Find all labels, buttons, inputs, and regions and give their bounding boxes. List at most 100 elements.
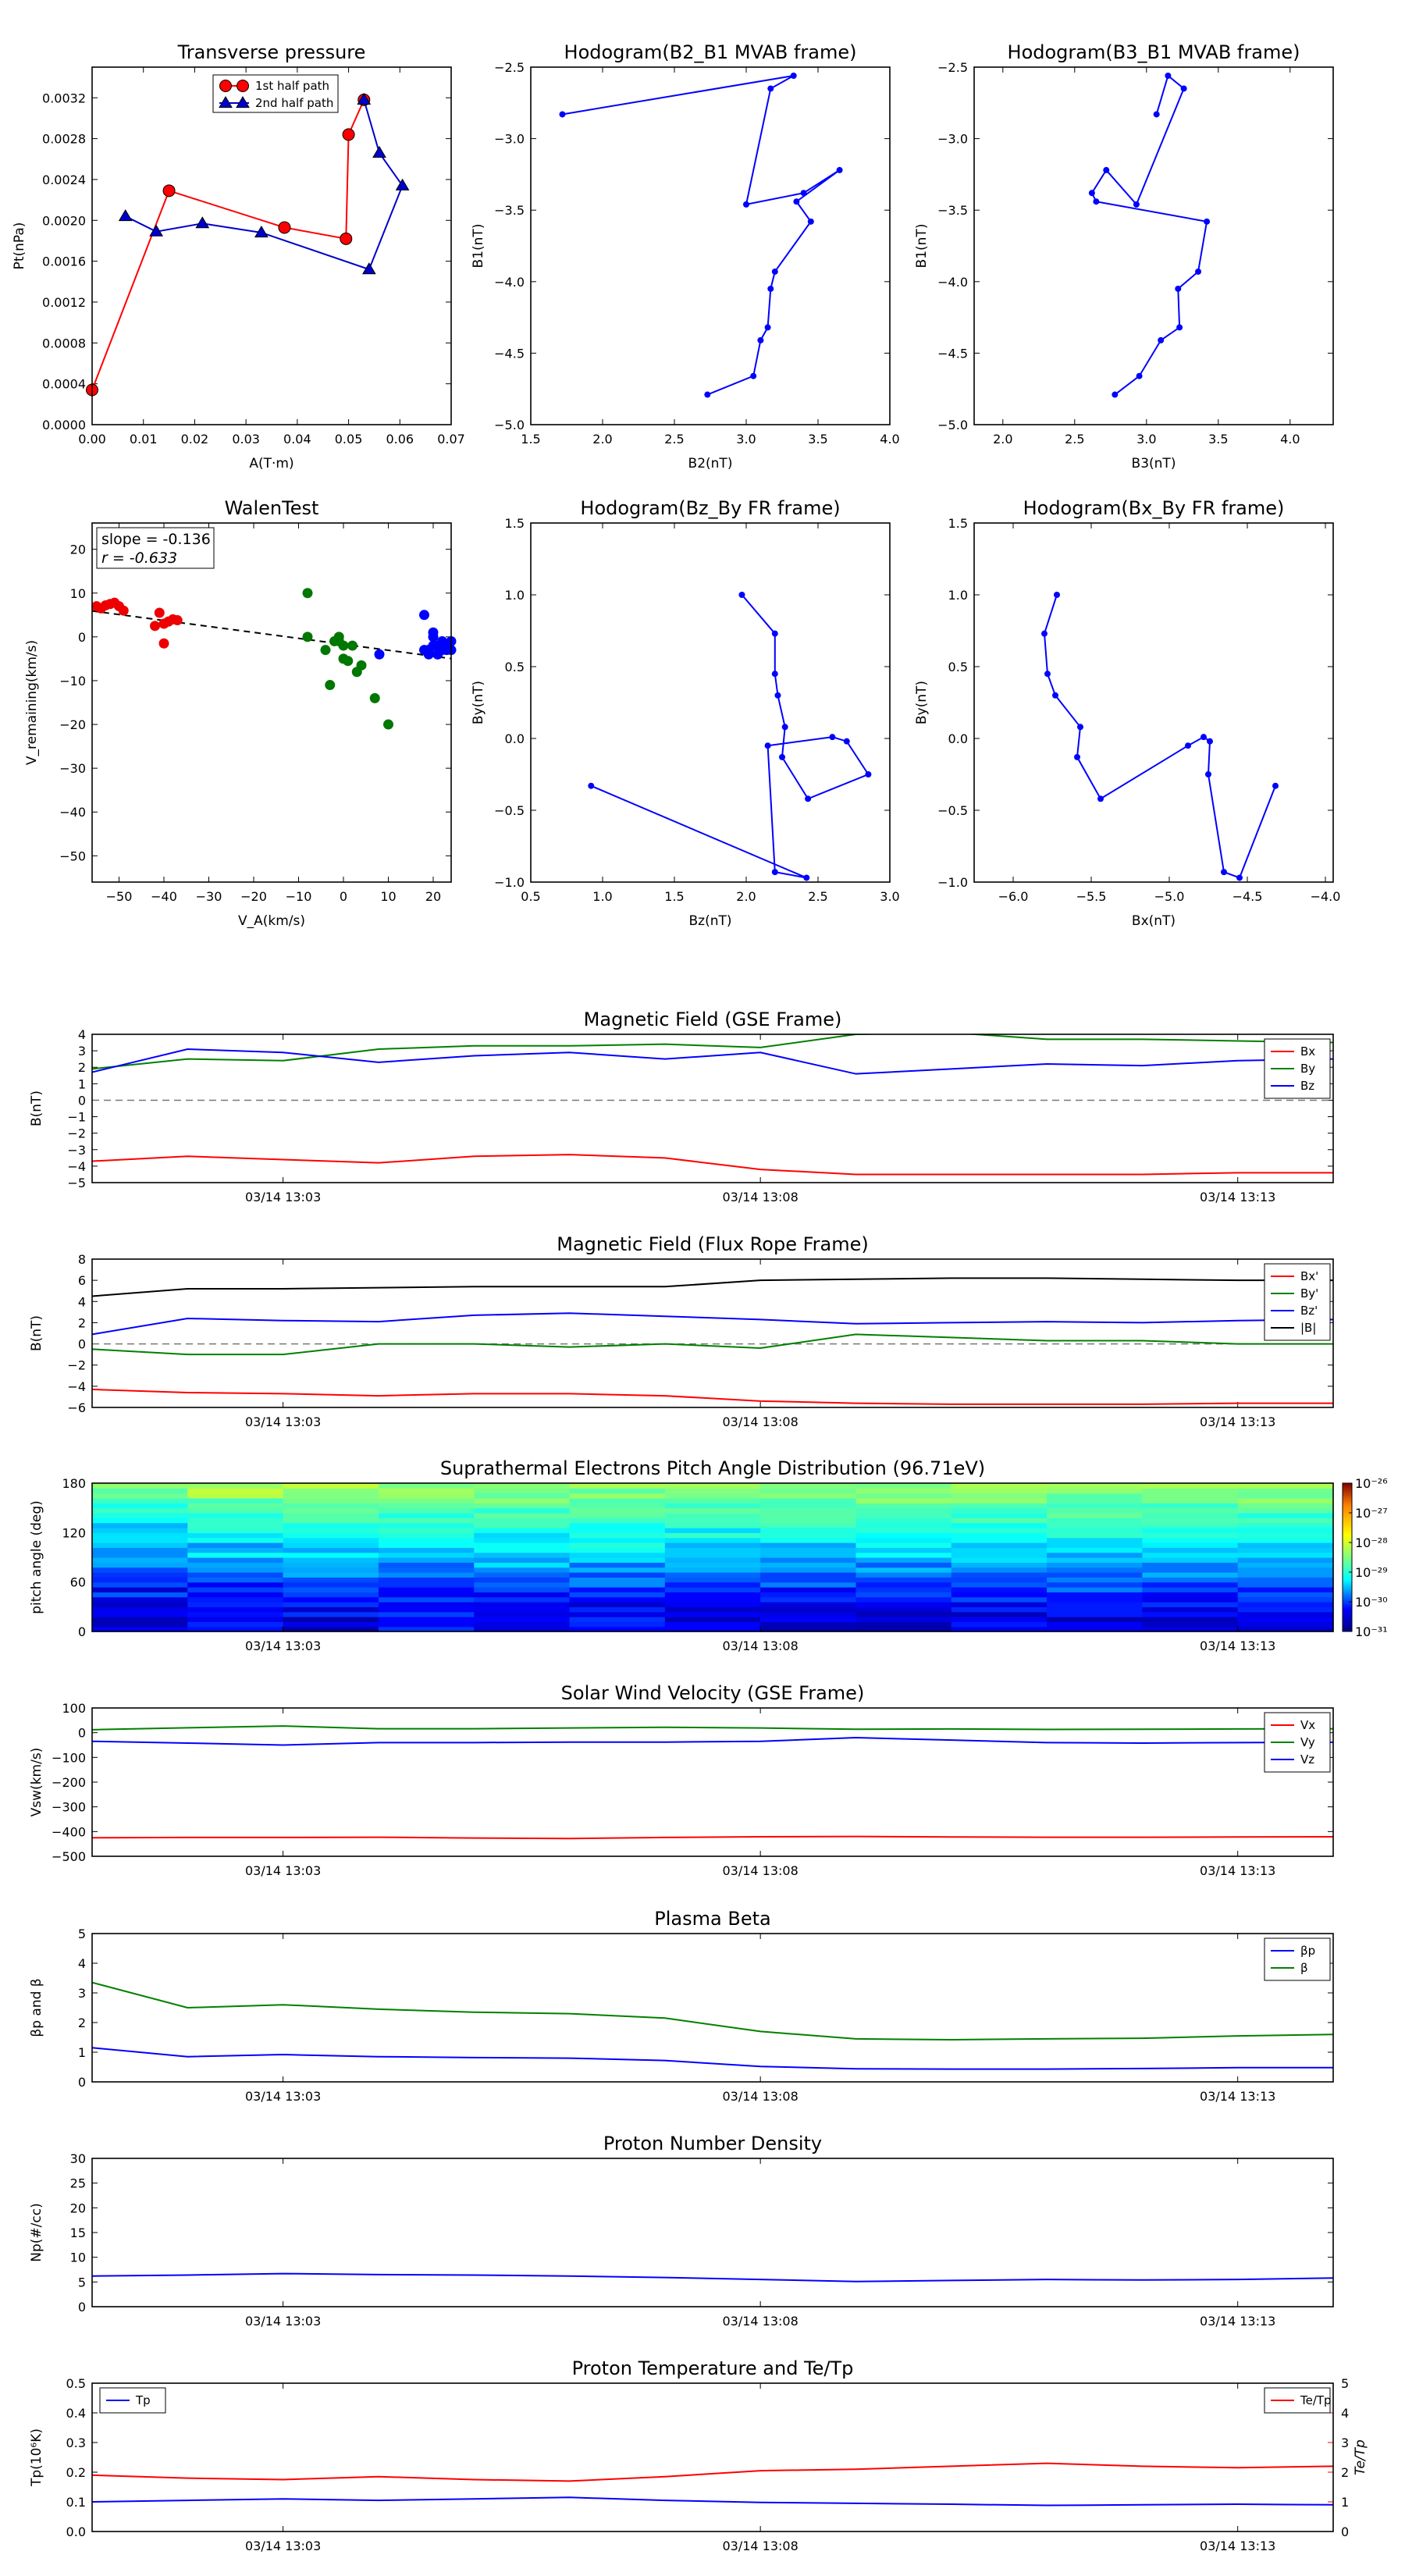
heatmap-cell xyxy=(1142,1572,1239,1578)
y-tick-label: −3.0 xyxy=(937,132,968,147)
heatmap-cell xyxy=(283,1498,379,1503)
x-axis-label: B3(nT) xyxy=(1132,456,1176,471)
heatmap-cell xyxy=(569,1567,666,1573)
y2-tick-label: 0 xyxy=(1341,2524,1349,2539)
heatmap-cell xyxy=(1237,1547,1334,1553)
heatmap-cell xyxy=(187,1532,284,1539)
y-tick-label: 0 xyxy=(78,2075,86,2090)
heatmap-cell xyxy=(951,1587,1048,1592)
legend-label: Bx' xyxy=(1300,1269,1318,1283)
x-tick-label: 2.5 xyxy=(808,889,827,904)
data-point xyxy=(829,734,836,741)
heatmap-cell xyxy=(569,1596,666,1603)
heatmap-cell xyxy=(855,1587,952,1592)
data-point xyxy=(302,588,313,599)
data-point xyxy=(118,605,129,616)
heatmap-cell xyxy=(569,1517,666,1524)
walen-test-chart: WalenTest −50 −40 −30 −20 −10 0 10 20 −50 −40 −30 −2… xyxy=(24,497,457,929)
heatmap-cell xyxy=(664,1547,761,1553)
heatmap-cell xyxy=(1047,1596,1143,1603)
heatmap-cell xyxy=(378,1498,475,1503)
heatmap-cell xyxy=(569,1626,666,1632)
heatmap-cell xyxy=(1047,1621,1143,1628)
y-tick-label: 6 xyxy=(78,1273,86,1288)
chart-title: Proton Number Density xyxy=(603,2133,822,2154)
chart-title: WalenTest xyxy=(225,497,319,519)
heatmap-cell xyxy=(378,1488,475,1494)
plot-frame xyxy=(91,1258,1334,1408)
heatmap-cell xyxy=(951,1532,1048,1539)
x-tick-label: −50 xyxy=(106,889,133,904)
heatmap-cell xyxy=(474,1587,571,1592)
mag-gse-chart: Magnetic Field (GSE Frame) 03/14 13:03 03/… xyxy=(29,1009,1334,1204)
heatmap-cell xyxy=(760,1596,857,1603)
data-point xyxy=(1133,201,1140,208)
heatmap-cell xyxy=(569,1592,666,1598)
data-point xyxy=(1052,692,1058,699)
y-axis-label: Pt(nPa) xyxy=(12,222,27,270)
np-chart: Proton Number Density 03/14 13:03 03/14 13… xyxy=(29,2133,1334,2329)
heatmap-cell xyxy=(187,1483,284,1489)
x-tick-label: 1.5 xyxy=(521,432,540,447)
heatmap-cell xyxy=(92,1617,188,1622)
y-axis-label: Vsw(km/s) xyxy=(29,1748,44,1817)
heatmap-cell xyxy=(569,1483,666,1489)
y-tick-label: 0.2 xyxy=(66,2465,86,2480)
y-tick-label: −5.0 xyxy=(494,418,525,432)
heatmap-cell xyxy=(187,1572,284,1578)
y-tick-label: 25 xyxy=(70,2176,86,2191)
heatmap-cell xyxy=(1047,1528,1143,1533)
legend-label: By' xyxy=(1300,1286,1318,1300)
heatmap-cell xyxy=(92,1596,188,1603)
data-point xyxy=(1041,630,1048,637)
heatmap-cell xyxy=(474,1552,571,1558)
heatmap-cell xyxy=(855,1528,952,1533)
heatmap-cell xyxy=(187,1617,284,1622)
data-point xyxy=(771,268,778,275)
heatmap-cell xyxy=(1142,1617,1239,1622)
heatmap-cell xyxy=(951,1498,1048,1503)
heatmap-cell xyxy=(760,1626,857,1632)
x-tick-label: 4.0 xyxy=(1280,432,1300,447)
data-point xyxy=(1112,391,1119,398)
heatmap-cell xyxy=(187,1592,284,1598)
x-tick-label: 03/14 13:13 xyxy=(1200,1863,1275,1878)
data-point xyxy=(843,738,850,745)
heatmap-cell xyxy=(664,1503,761,1509)
y-tick-label: −1.0 xyxy=(494,875,525,890)
heatmap-cell xyxy=(378,1507,475,1514)
y-tick-label: 180 xyxy=(62,1476,86,1491)
heatmap-cell xyxy=(1142,1517,1239,1524)
series-line xyxy=(92,1736,1333,1746)
heatmap-cell xyxy=(1142,1577,1239,1583)
y-axis-label: By(nT) xyxy=(914,681,930,724)
heatmap-cell xyxy=(664,1542,761,1548)
plot-frame xyxy=(91,2158,1334,2307)
y-tick-label: −5 xyxy=(67,1176,86,1190)
heatmap-cell xyxy=(378,1528,475,1533)
heatmap-cell xyxy=(1047,1611,1143,1617)
heatmap-cell xyxy=(283,1587,379,1592)
heatmap-cell xyxy=(569,1606,666,1613)
heatmap-cell xyxy=(951,1542,1048,1548)
y-tick-label: 1.0 xyxy=(505,588,525,603)
heatmap-cell xyxy=(569,1577,666,1583)
heatmap-cell xyxy=(1142,1611,1239,1617)
heatmap-cell xyxy=(283,1528,379,1533)
heatmap-cell xyxy=(1047,1493,1143,1499)
x-tick-label: 2.5 xyxy=(1065,432,1084,447)
heatmap-cell xyxy=(855,1617,952,1622)
heatmap-cell xyxy=(283,1507,379,1514)
plot-frame xyxy=(91,1933,1334,2083)
x-tick-label: 3.0 xyxy=(880,889,899,904)
legend-marker xyxy=(236,96,250,109)
x-tick-label: 0.5 xyxy=(521,889,540,904)
heatmap-cell xyxy=(92,1582,188,1588)
data-point xyxy=(738,592,745,598)
data-point xyxy=(325,680,336,691)
x-tick-label: 3.0 xyxy=(736,432,756,447)
colorbar-tick-label: 10⁻²⁷ xyxy=(1355,1506,1388,1521)
y-tick-label: 0.0024 xyxy=(42,173,86,187)
x-tick-label: −20 xyxy=(240,889,267,904)
heatmap-cell xyxy=(283,1557,379,1563)
